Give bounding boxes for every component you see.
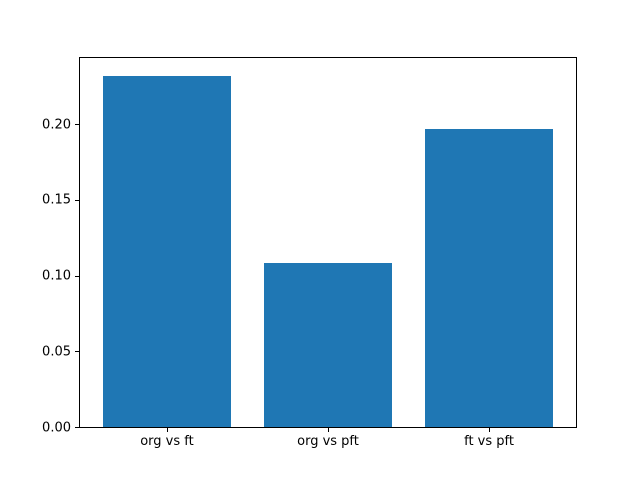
y-tick-mark	[75, 124, 79, 126]
y-tick-mark	[75, 351, 79, 353]
y-tick-label: 0.05	[42, 344, 71, 360]
bar-org-vs-ft	[102, 75, 232, 427]
x-tick-label: ft vs pft	[464, 434, 514, 449]
y-tick-mark	[75, 427, 79, 428]
y-tick-label: 0.10	[42, 268, 71, 284]
y-tick-label: 0.00	[42, 420, 71, 435]
y-tick-mark	[75, 199, 79, 201]
bar-org-vs-pft	[263, 263, 393, 427]
y-tick-mark	[75, 275, 79, 277]
x-tick-label: org vs pft	[297, 434, 359, 449]
x-tick-label: org vs ft	[140, 434, 194, 449]
x-tick-mark	[489, 428, 491, 432]
bar-ft-vs-pft	[424, 128, 554, 427]
x-tick-mark	[328, 428, 329, 432]
y-tick-label: 0.20	[42, 117, 71, 133]
y-tick-label: 0.15	[42, 192, 71, 208]
x-tick-mark	[166, 428, 168, 432]
